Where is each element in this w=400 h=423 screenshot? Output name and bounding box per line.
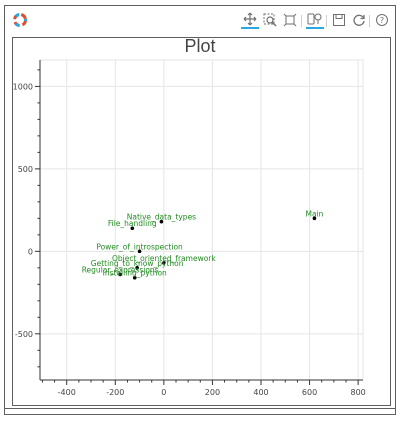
x-tick-label: 600: [302, 388, 317, 397]
data-point-label: Main: [305, 209, 323, 218]
data-point-label: File_handling: [108, 219, 157, 228]
x-tick-label: 400: [253, 388, 268, 397]
y-tick-label: 500: [18, 165, 33, 174]
x-tick-label: -400: [58, 388, 76, 397]
x-tick-label: 0: [161, 388, 166, 397]
x-tick-label: -200: [106, 388, 124, 397]
x-tick-label: 800: [351, 388, 366, 397]
y-tick-label: 1000: [13, 82, 33, 91]
data-point-label: Power_of_introspection: [96, 242, 183, 251]
y-tick-label: 0: [28, 247, 33, 256]
x-tick-label: 200: [205, 388, 220, 397]
data-point-label: Installing_python: [103, 269, 167, 278]
y-tick-label: -500: [15, 330, 33, 339]
